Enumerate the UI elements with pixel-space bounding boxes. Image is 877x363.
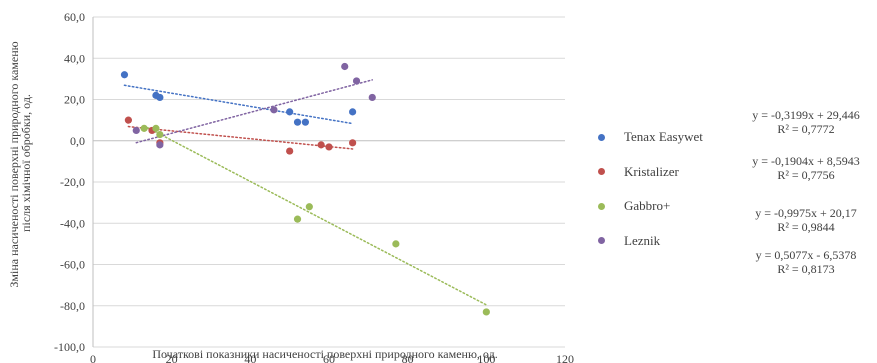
legend-item-gabbro: Gabbro+ — [596, 198, 736, 214]
r-squared-text: R² = 0,9844 — [777, 220, 835, 234]
equation-gabbro: y = -0,9975x + 20,17 R² = 0,9844 — [738, 206, 874, 234]
equation-text: y = -0,3199x + 29,446 — [752, 108, 860, 122]
legend-item-leznik: Leznik — [596, 232, 736, 248]
trendline — [123, 84, 354, 125]
data-point — [286, 108, 294, 116]
y-tick-label: 0,0 — [70, 134, 85, 148]
data-point — [140, 124, 148, 132]
legend-label: Gabbro+ — [624, 198, 671, 214]
r-squared-text: R² = 0,7756 — [777, 168, 835, 182]
y-tick-label: 60,0 — [64, 10, 85, 24]
data-point — [152, 124, 160, 132]
tick-label-layer: 60,0 40,0 20,0 0,0 -20,0 -40,0 -60,0 -80,0 -100,… — [54, 10, 574, 363]
legend-marker-icon — [598, 237, 605, 245]
y-tick-label: -20,0 — [60, 175, 85, 189]
equation-leznik: y = 0,5077x - 6,5378 R² = 0,8173 — [738, 248, 874, 276]
data-point — [156, 130, 164, 139]
point-layer — [120, 62, 490, 316]
data-point — [352, 77, 361, 85]
data-point — [392, 240, 400, 248]
trendline-layer — [123, 79, 488, 306]
x-tick-label: 80 — [402, 352, 414, 363]
equation-kristalizer: y = -0,1904x + 8,5943 R² = 0,7756 — [738, 154, 874, 182]
data-point — [482, 308, 490, 316]
x-tick-label: 60 — [323, 352, 335, 363]
y-axis-title: Зміна насиченості поверхні природного ка… — [7, 38, 33, 287]
data-point — [325, 143, 333, 151]
data-point — [301, 118, 309, 126]
data-point — [293, 215, 302, 223]
data-point — [124, 116, 132, 124]
legend-marker-icon — [598, 202, 605, 210]
equation-tenax-easywet: y = -0,3199x + 29,446 R² = 0,7772 — [738, 108, 874, 136]
r-squared-text: R² = 0,7772 — [777, 122, 835, 136]
data-point — [293, 118, 302, 126]
y-tick-label: 40,0 — [64, 51, 85, 65]
legend-item-kristalizer: Kristalizer — [596, 163, 736, 179]
grid-layer — [92, 16, 565, 348]
legend-marker-icon — [598, 133, 605, 141]
equation-text: y = -0,1904x + 8,5943 — [752, 154, 860, 168]
legend: Tenax Easywet Kristalizer Gabbro+ Leznik — [596, 129, 736, 269]
r-squared-text: R² = 0,8173 — [777, 262, 835, 276]
x-axis-title: Початкові показники насиченості поверхні… — [152, 347, 497, 361]
trendline — [135, 79, 374, 144]
data-point — [305, 203, 313, 211]
data-point — [368, 93, 376, 102]
x-tick-label: 0 — [90, 352, 96, 363]
data-point — [349, 108, 357, 116]
equation-text: y = 0,5077x - 6,5378 — [755, 248, 857, 262]
data-point — [156, 141, 164, 149]
y-axis-title-line-2: після хімічної обробки, од. — [19, 94, 33, 232]
x-tick-label: 120 — [556, 352, 574, 363]
x-tick-label: 40 — [244, 352, 256, 363]
x-tick-label: 100 — [477, 352, 495, 363]
data-point — [317, 141, 325, 149]
data-point — [286, 147, 294, 155]
legend-label: Tenax Easywet — [624, 129, 703, 144]
legend-label: Leznik — [624, 232, 661, 248]
x-tick-label: 20 — [166, 352, 178, 363]
data-point — [120, 71, 129, 79]
legend-item-tenax-easywet: Tenax Easywet — [596, 129, 736, 144]
equation-text: y = -0,9975x + 20,17 — [755, 206, 857, 220]
data-point — [341, 62, 349, 71]
legend-label: Kristalizer — [624, 163, 679, 179]
trendline — [143, 125, 488, 306]
legend-marker-icon — [598, 168, 605, 176]
y-tick-label: 20,0 — [64, 93, 85, 107]
trendline — [127, 125, 354, 150]
data-point — [349, 139, 357, 147]
y-tick-label: -80,0 — [60, 299, 85, 313]
y-tick-label: -100,0 — [54, 340, 85, 354]
y-tick-label: -60,0 — [60, 258, 85, 272]
data-point — [270, 106, 278, 114]
y-tick-label: -40,0 — [60, 216, 85, 230]
data-point — [132, 126, 140, 135]
data-point — [156, 93, 164, 102]
y-axis-title-line-1: Зміна насиченості поверхні природного ка… — [7, 41, 21, 287]
